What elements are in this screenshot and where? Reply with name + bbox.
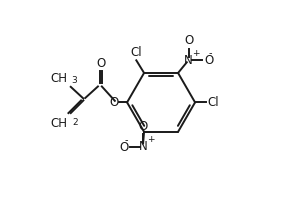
Text: +: + xyxy=(146,135,154,144)
Text: O: O xyxy=(204,54,214,67)
Text: O: O xyxy=(109,96,118,109)
Text: Cl: Cl xyxy=(207,96,219,109)
Text: Cl: Cl xyxy=(130,46,142,59)
Text: O: O xyxy=(96,57,106,70)
Text: N: N xyxy=(139,140,147,153)
Text: +: + xyxy=(192,49,200,58)
Text: 2: 2 xyxy=(73,118,78,126)
Text: N: N xyxy=(184,54,193,67)
Text: O: O xyxy=(184,34,193,47)
Text: -: - xyxy=(125,135,128,145)
Text: CH: CH xyxy=(51,117,68,130)
Text: O: O xyxy=(139,120,148,133)
Text: 3: 3 xyxy=(72,76,77,85)
Text: CH: CH xyxy=(51,72,68,85)
Text: O: O xyxy=(119,141,129,154)
Text: -: - xyxy=(209,48,212,58)
